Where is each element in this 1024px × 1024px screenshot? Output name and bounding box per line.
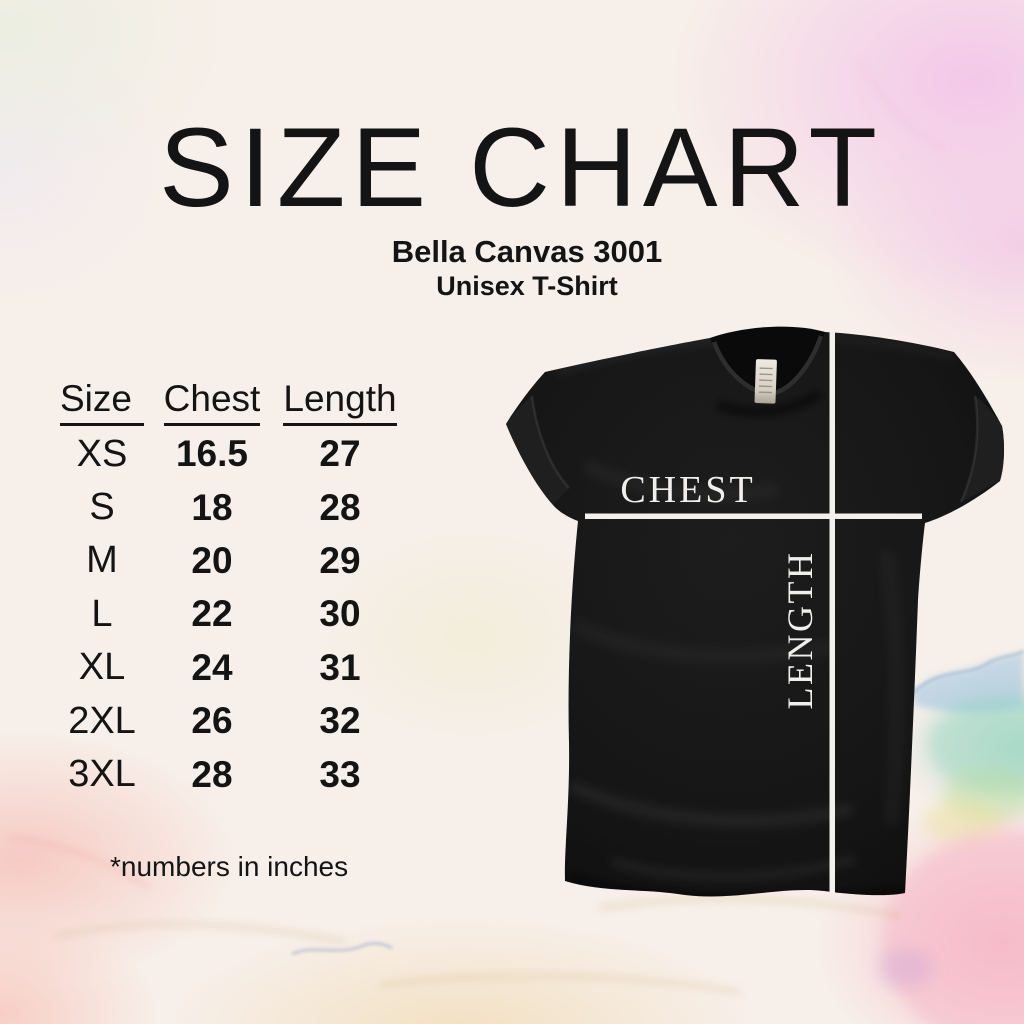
table-row: XL 24 31 [55,641,405,694]
chest-cell: 18 [191,486,233,528]
length-cell: 28 [319,486,361,528]
left-cuff-fold [530,395,570,489]
chest-cell: 28 [191,753,233,795]
chest-label: CHEST [620,469,755,511]
units-footnote: *numbers in inches [110,851,349,882]
tan-streak [599,896,901,919]
size-cell: XS [76,432,128,475]
length-cell: 29 [319,539,361,581]
page-title: SIZE CHART [159,105,883,230]
right-cuff-fold [959,395,979,503]
chest-measure-line [585,513,922,519]
table-row: L 22 30 [55,587,405,640]
tshirt-figure: CHEST LENGTH [506,326,1005,897]
length-cell: 33 [319,753,361,795]
length-label: LENGTH [780,551,820,710]
size-cell: S [89,486,115,529]
chest-cell: 26 [191,700,233,742]
size-cell: L [91,592,113,635]
chest-cell: 16.5 [175,433,248,475]
table-row: 3XL 28 33 [55,747,405,800]
length-measure-line [829,327,835,893]
column-header-chest: Chest [163,380,261,426]
length-cell: 32 [319,700,361,742]
subtitle-product: Bella Canvas 3001 [391,234,663,269]
blue-squiggle [291,942,393,956]
tshirt-body [506,328,1005,897]
column-header-length: Length [283,380,397,426]
chest-cell: 22 [191,593,233,635]
chest-cell: 24 [191,646,233,688]
size-table: Size Chest Length XS 16.5 27 S 18 28 M 2… [55,380,405,801]
table-row: S 18 28 [55,480,405,533]
blue-wash-edge [909,649,1024,697]
tan-streak [379,973,741,995]
pink-edge [856,59,946,152]
size-cell: 3XL [68,753,136,796]
table-row: XS 16.5 27 [55,427,405,480]
neck-tag [754,359,777,404]
table-row: 2XL 26 32 [55,694,405,747]
table-header-row: Size Chest Length [55,380,405,426]
salmon-edge [7,836,152,890]
size-cell: M [86,539,118,582]
right-rolled-cuff [961,396,1005,502]
column-header-size: Size [60,380,144,426]
table-row: M 20 29 [55,534,405,587]
length-cell: 27 [319,433,361,475]
length-cell: 30 [319,593,361,635]
left-rolled-cuff [506,396,569,505]
subtitle-style: Unisex T-Shirt [436,271,618,301]
size-cell: XL [78,646,126,689]
table-body: XS 16.5 27 S 18 28 M 20 29 L 22 30 XL 24 [55,427,405,801]
length-cell: 31 [319,646,361,688]
size-cell: 2XL [68,699,136,742]
chest-cell: 20 [191,539,233,581]
tan-streak [54,921,346,945]
purple-wash [877,948,933,988]
